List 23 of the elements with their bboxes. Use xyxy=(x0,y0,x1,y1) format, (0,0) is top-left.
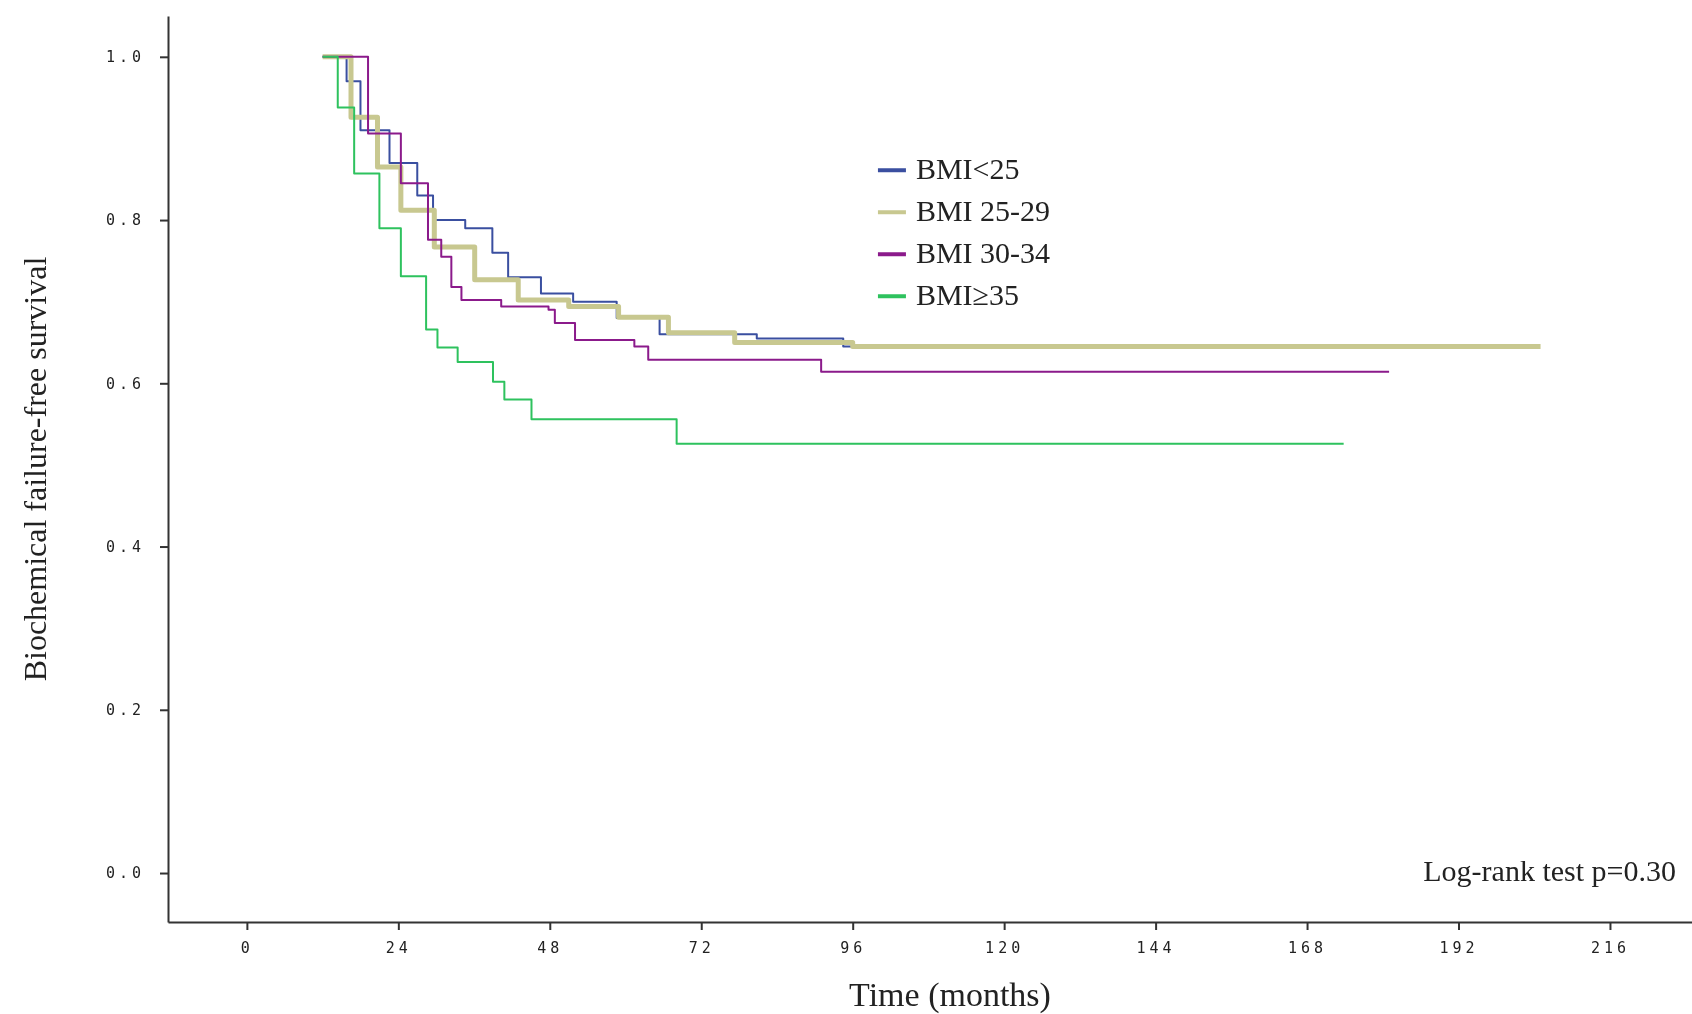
y-tick-label: 0.8 xyxy=(105,211,145,230)
x-tick-label: 72 xyxy=(688,938,715,957)
x-tick-label: 192 xyxy=(1439,938,1479,957)
annotation: Log-rank test p=0.30 xyxy=(1423,854,1676,888)
x-tick-label: 120 xyxy=(985,938,1025,957)
x-tick-label: 48 xyxy=(537,938,564,957)
legend-label: BMI≥35 xyxy=(915,278,1020,312)
x-tick-label: 96 xyxy=(840,938,867,957)
x-tick-label: 216 xyxy=(1590,938,1631,957)
y-tick-label: 1.0 xyxy=(105,48,145,67)
x-tick-label: 0 xyxy=(240,938,254,957)
y-tick-label: 0.4 xyxy=(105,537,145,556)
y-tick-label: 0.0 xyxy=(105,864,145,883)
x-tick-label: 144 xyxy=(1136,938,1176,957)
x-tick-label: 24 xyxy=(385,938,412,957)
legend-label: BMI<25 xyxy=(915,152,1020,186)
y-tick-label: 0.6 xyxy=(105,374,145,393)
y-tick-label: 0.2 xyxy=(105,701,145,720)
x-tick-label: 168 xyxy=(1288,938,1328,957)
y-axis-title: Biochemical failure-free survival xyxy=(17,256,53,682)
legend-label: BMI 25-29 xyxy=(915,194,1051,228)
legend-label: BMI 30-34 xyxy=(915,236,1051,270)
x-axis-title: Time (months) xyxy=(849,976,1051,1014)
